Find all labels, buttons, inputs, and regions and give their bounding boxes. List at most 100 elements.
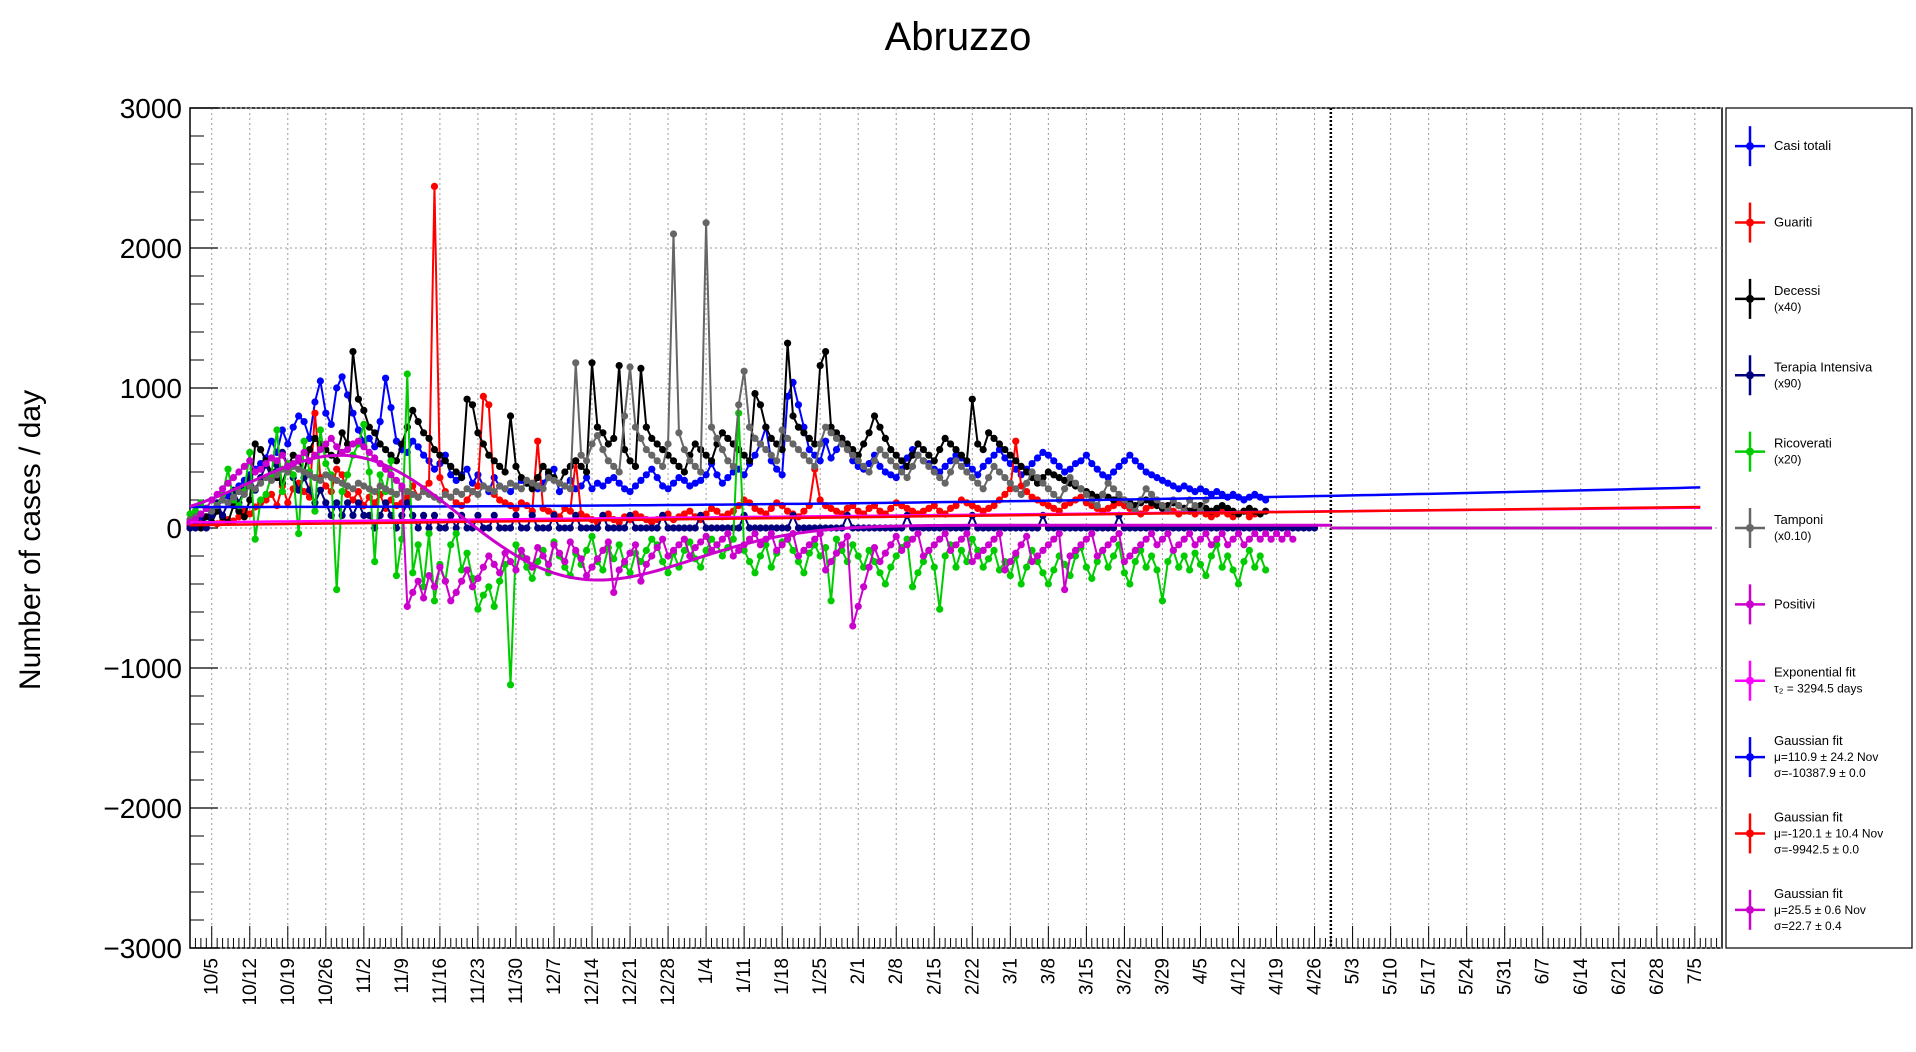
data-point bbox=[941, 462, 949, 470]
data-point bbox=[729, 462, 737, 470]
data-point bbox=[468, 401, 477, 409]
data-point bbox=[838, 434, 846, 442]
data-point bbox=[794, 552, 803, 560]
x-tick-label: 5/24 bbox=[1457, 958, 1478, 995]
x-tick-label: 3/15 bbox=[1076, 958, 1097, 995]
data-point bbox=[289, 451, 297, 459]
data-point bbox=[1039, 448, 1047, 456]
data-point bbox=[604, 510, 612, 518]
data-point bbox=[930, 457, 938, 465]
data-point bbox=[740, 451, 748, 459]
data-point bbox=[474, 490, 482, 498]
data-point bbox=[876, 569, 884, 577]
data-point bbox=[604, 476, 612, 484]
data-point bbox=[1077, 485, 1085, 493]
data-point bbox=[1061, 476, 1069, 484]
data-point bbox=[995, 566, 1004, 574]
data-point bbox=[1055, 462, 1063, 470]
data-point bbox=[903, 504, 911, 512]
data-point bbox=[702, 532, 710, 541]
legend-label: Terapia Intensiva bbox=[1774, 359, 1873, 374]
data-point bbox=[588, 524, 596, 532]
data-point bbox=[430, 446, 439, 454]
data-point bbox=[615, 566, 623, 574]
data-point bbox=[588, 440, 596, 448]
data-point bbox=[1028, 493, 1036, 501]
data-point bbox=[762, 423, 770, 431]
data-point bbox=[1234, 580, 1243, 588]
data-point bbox=[582, 546, 591, 555]
x-tick-label: 1/25 bbox=[810, 958, 831, 995]
data-point bbox=[941, 479, 949, 487]
data-point bbox=[246, 457, 254, 465]
data-point bbox=[626, 549, 634, 557]
data-point bbox=[1224, 552, 1232, 560]
data-point bbox=[995, 468, 1004, 476]
data-point bbox=[409, 437, 417, 445]
data-point bbox=[485, 524, 493, 532]
data-point bbox=[995, 446, 1004, 454]
data-point bbox=[756, 524, 765, 532]
legend-marker-dot bbox=[1746, 753, 1754, 762]
data-point bbox=[990, 535, 998, 543]
legend-marker-dot bbox=[1746, 829, 1754, 838]
data-point bbox=[1234, 530, 1243, 538]
data-point bbox=[930, 541, 938, 549]
data-point bbox=[735, 401, 743, 409]
x-tick-label: 10/12 bbox=[240, 958, 261, 1006]
data-point bbox=[691, 524, 699, 532]
data-point bbox=[544, 468, 553, 476]
data-point bbox=[631, 524, 640, 532]
data-point bbox=[1202, 488, 1210, 496]
data-point bbox=[811, 440, 819, 448]
data-point bbox=[1082, 535, 1090, 543]
data-point bbox=[1050, 535, 1058, 543]
data-point bbox=[441, 577, 449, 585]
data-point bbox=[621, 446, 629, 454]
data-point bbox=[805, 434, 813, 442]
data-point bbox=[338, 479, 346, 487]
data-point bbox=[854, 602, 862, 611]
data-point bbox=[485, 401, 493, 409]
data-point bbox=[365, 434, 373, 442]
data-point bbox=[409, 490, 417, 498]
data-point bbox=[452, 524, 460, 532]
legend-entry: Exponential fit τ₂ = 3294.5 days bbox=[1735, 660, 1862, 701]
data-point bbox=[295, 412, 303, 420]
data-point bbox=[534, 558, 542, 566]
legend-label: μ=-120.1 ± 10.4 Nov bbox=[1774, 826, 1883, 840]
data-point bbox=[311, 434, 319, 442]
data-point bbox=[767, 504, 775, 512]
data-point bbox=[659, 462, 667, 470]
data-point bbox=[474, 511, 482, 519]
x-tick-label: 11/16 bbox=[430, 958, 451, 1004]
data-point bbox=[512, 541, 520, 549]
data-point bbox=[1033, 454, 1042, 462]
data-point bbox=[409, 588, 417, 597]
data-point bbox=[1120, 558, 1129, 566]
legend-entry: Tamponi (x0.10) bbox=[1735, 508, 1823, 548]
data-point bbox=[262, 460, 270, 468]
data-point bbox=[621, 485, 629, 493]
data-point bbox=[425, 434, 433, 442]
data-point bbox=[697, 468, 705, 476]
data-point bbox=[273, 457, 281, 465]
data-point bbox=[957, 451, 966, 459]
x-tick-label: 10/19 bbox=[278, 958, 299, 1006]
data-point bbox=[707, 504, 716, 512]
data-point bbox=[680, 476, 688, 484]
data-point bbox=[1109, 552, 1118, 560]
data-point bbox=[240, 462, 248, 470]
data-point bbox=[1039, 474, 1047, 482]
data-point bbox=[957, 462, 966, 470]
data-point bbox=[572, 511, 580, 519]
data-point bbox=[952, 541, 960, 549]
data-point bbox=[1256, 552, 1264, 560]
data-point bbox=[1066, 465, 1074, 473]
data-point bbox=[925, 451, 933, 459]
data-point bbox=[1023, 468, 1031, 476]
data-point bbox=[724, 457, 732, 465]
data-point bbox=[936, 535, 944, 543]
data-point bbox=[843, 532, 851, 541]
data-point bbox=[430, 583, 439, 591]
